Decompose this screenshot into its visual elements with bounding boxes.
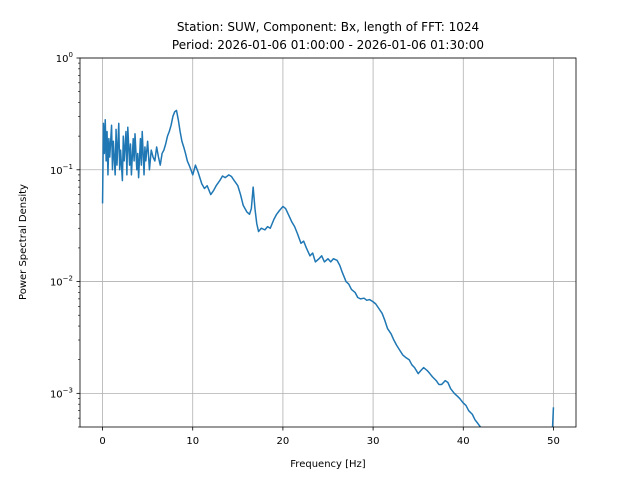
y-tick-exponent: −3 [63, 386, 73, 394]
y-tick-exponent: 0 [69, 51, 73, 59]
chart-title-line2: Period: 2026-01-06 01:00:00 - 2026-01-06… [172, 38, 484, 52]
x-tick-label: 10 [186, 436, 199, 447]
y-tick-base: 10 [50, 278, 63, 289]
y-axis-label: Power Spectral Density [18, 184, 29, 300]
y-tick-base: 10 [50, 166, 63, 177]
y-tick-label: 10−2 [50, 275, 73, 289]
x-tick-label: 20 [277, 436, 290, 447]
y-tick-base: 10 [56, 54, 69, 65]
x-tick-label: 40 [457, 436, 470, 447]
y-tick-label: 10−1 [50, 163, 73, 177]
y-tick-exponent: −1 [63, 163, 73, 171]
plot-frame [79, 57, 577, 428]
y-tick-label: 10−3 [50, 386, 73, 400]
series-group [101, 109, 555, 427]
psd-series-line-1 [551, 407, 555, 427]
y-tick-exponent: −2 [63, 275, 73, 283]
x-tick-label: 0 [99, 436, 105, 447]
y-tick-base: 10 [50, 389, 63, 400]
x-axis-label: Frequency [Hz] [290, 459, 366, 470]
chart-title-line1: Station: SUW, Component: Bx, length of F… [177, 20, 479, 34]
x-tick-label: 30 [367, 436, 380, 447]
y-tick-label: 100 [56, 51, 73, 65]
psd-series-line-0 [101, 109, 482, 427]
x-tick-label: 50 [547, 436, 560, 447]
